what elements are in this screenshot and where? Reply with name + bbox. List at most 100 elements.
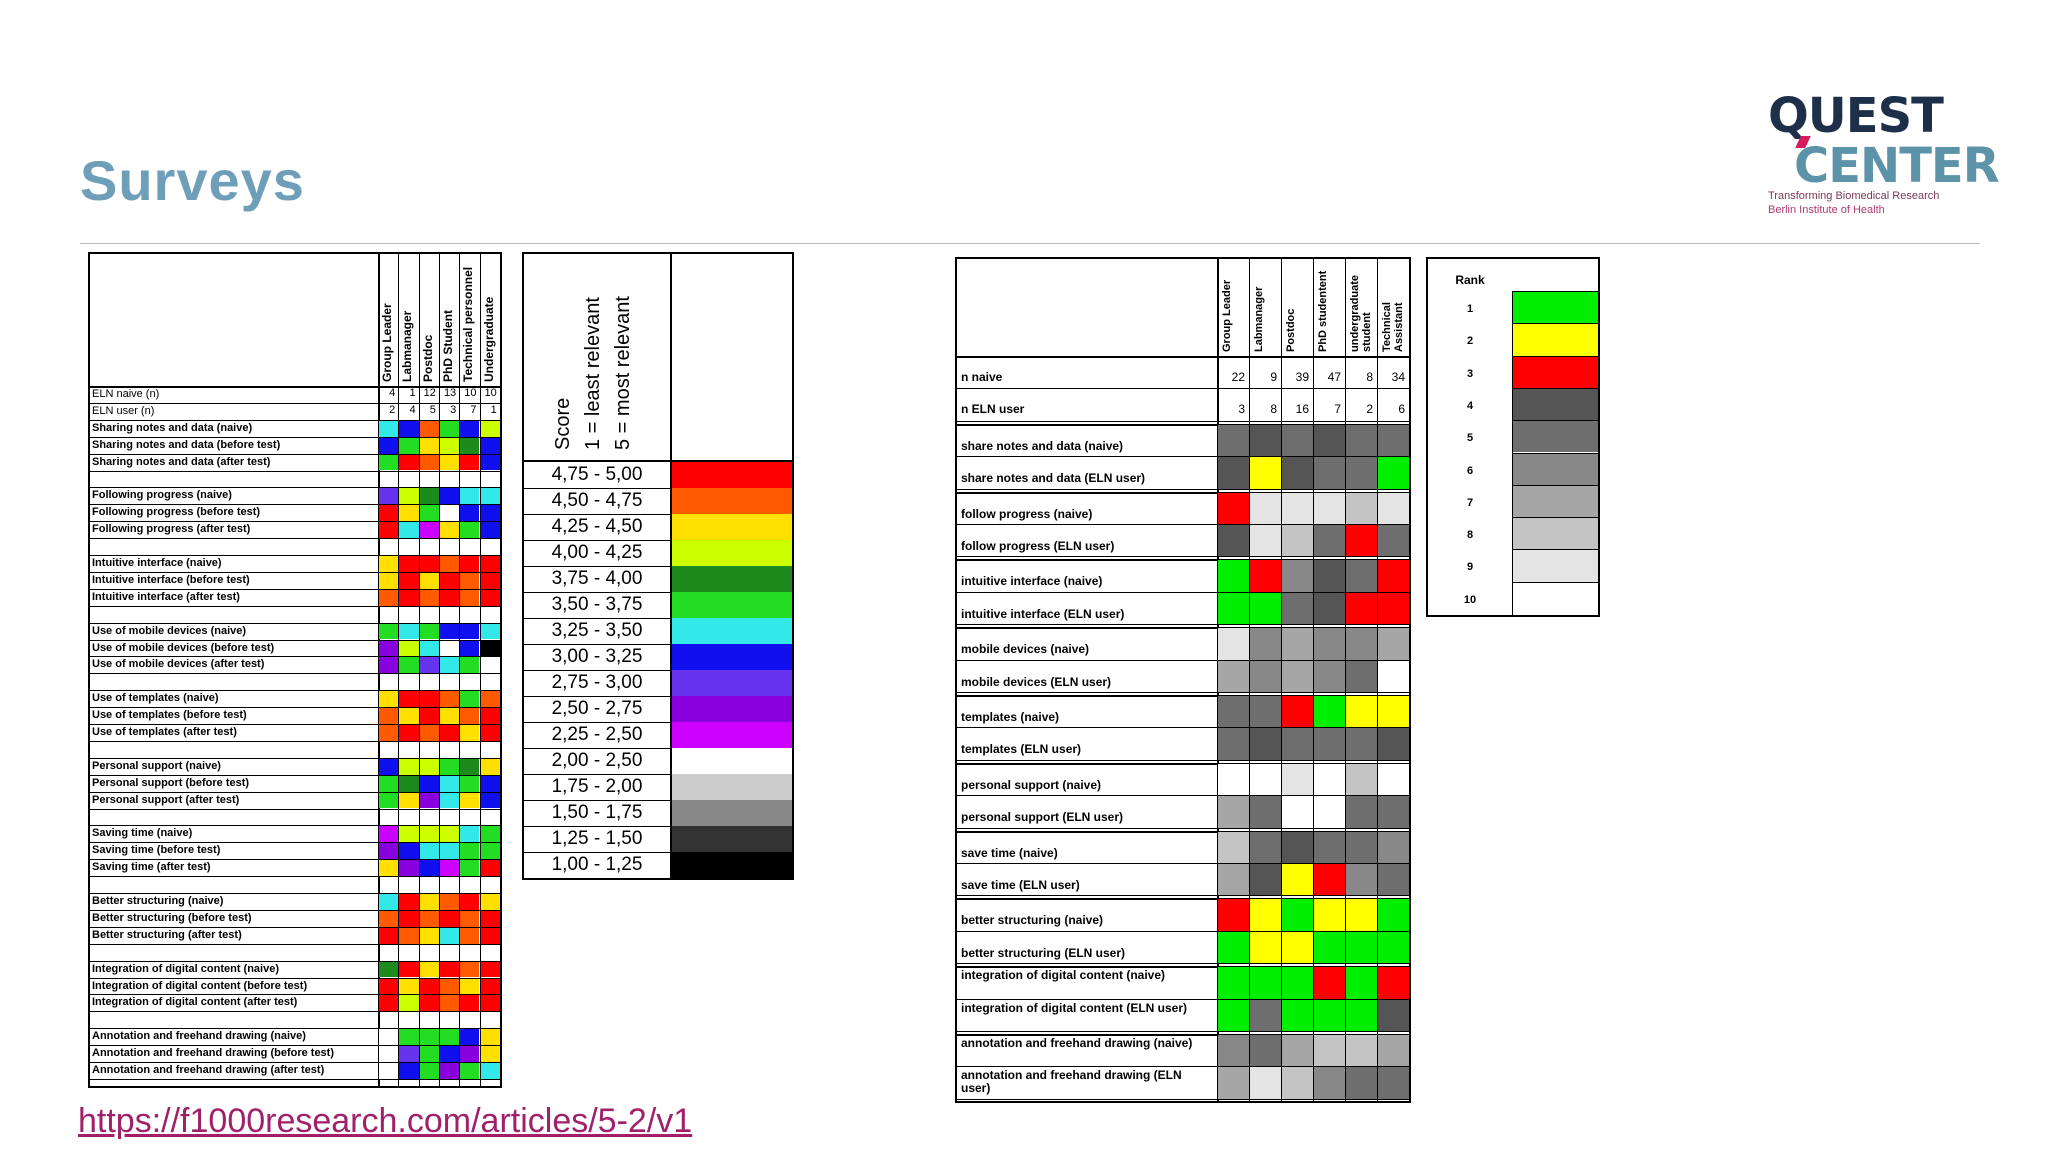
row-divider <box>90 402 500 404</box>
row-divider <box>90 521 500 523</box>
rank-cell <box>1378 424 1409 457</box>
rank-cell <box>1282 763 1313 796</box>
score-cell <box>399 775 419 792</box>
count-cell: 10 <box>484 387 497 399</box>
row-label: Integration of digital content (naive) <box>92 962 279 975</box>
score-cell <box>399 826 419 843</box>
group-divider <box>957 559 1409 562</box>
score-legend: Score 1 = least relevant 5 = most relevant… <box>522 252 794 880</box>
count-cell: 22 <box>1231 370 1245 384</box>
column-divider <box>1377 259 1378 1101</box>
rank-cell <box>1378 931 1409 964</box>
score-cell <box>399 640 419 657</box>
row-divider <box>90 808 500 810</box>
score-cell <box>379 758 399 775</box>
legend-range: 3,00 - 3,25 <box>551 646 643 667</box>
score-cell <box>439 1029 460 1046</box>
rank-swatch <box>1513 484 1598 518</box>
rank-label: 6 <box>1466 464 1474 477</box>
score-cell <box>480 978 500 995</box>
row-label: intuitive interface (ELN user) <box>961 606 1125 621</box>
score-cell <box>379 556 399 572</box>
score-cell <box>480 843 500 860</box>
legend-row-divider <box>524 774 670 775</box>
rank-cell <box>1314 560 1345 592</box>
legend-swatch <box>672 852 792 878</box>
rank-cell <box>1314 899 1345 931</box>
row-divider <box>957 895 1409 897</box>
rank-cell <box>1346 628 1377 660</box>
row-divider <box>957 388 1409 390</box>
count-cell: 34 <box>1391 370 1405 384</box>
rank-cell <box>1378 864 1409 896</box>
rank-cell <box>1346 999 1377 1031</box>
row-label: Sharing notes and data (naive) <box>92 421 253 434</box>
row-divider <box>90 707 500 709</box>
score-cell <box>379 961 399 978</box>
score-cell <box>399 894 419 910</box>
rank-cell <box>1282 1067 1313 1099</box>
row-label: Saving time (after test) <box>92 861 211 874</box>
rank-cell <box>1314 1035 1345 1067</box>
rank-cell <box>1218 424 1249 457</box>
legend-swatch <box>672 514 792 540</box>
legend-swatch <box>672 826 792 852</box>
row-divider <box>957 930 1409 932</box>
row-label: Use of mobile devices (naive) <box>92 624 247 637</box>
rank-label: 1 <box>1466 303 1474 315</box>
row-divider <box>957 759 1409 761</box>
group-divider <box>957 423 1409 426</box>
legend-range: 4,75 - 5,00 <box>551 464 643 485</box>
rank-cell <box>1218 864 1249 896</box>
page-title: Surveys <box>80 149 305 212</box>
legend-row-divider <box>524 696 670 697</box>
count-cell: 2 <box>389 403 396 416</box>
score-cell <box>439 572 460 589</box>
score-cell <box>399 708 419 724</box>
rank-cell <box>1378 628 1409 660</box>
row-label: better structuring (ELN user) <box>961 945 1126 960</box>
legend-range: 1,00 - 1,25 <box>551 854 643 875</box>
source-link[interactable]: https://f1000research.com/articles/5-2/v… <box>78 1102 693 1140</box>
score-cell <box>439 437 460 454</box>
row-divider <box>90 1078 500 1080</box>
rank-cell <box>1282 728 1313 760</box>
score-cell <box>439 522 460 539</box>
group-divider <box>90 960 500 962</box>
count-cell: 13 <box>443 387 457 399</box>
ranking-table: Group Leader Labmanager Postdoc PhD student… <box>955 257 1411 1103</box>
rank-swatch <box>1513 387 1598 421</box>
group-divider <box>957 762 1409 765</box>
count-cell: 10 <box>464 387 477 399</box>
row-label: Better structuring (before test) <box>92 911 252 924</box>
score-cell <box>419 894 439 910</box>
row-label: integration of digital content (ELN user… <box>961 1000 1187 1015</box>
rank-cell <box>1378 592 1409 625</box>
score-cell <box>460 640 480 657</box>
group-divider <box>90 1028 500 1030</box>
rank-swatch <box>1513 549 1598 582</box>
count-cell: 16 <box>1295 402 1309 417</box>
row-label: Use of templates (after test) <box>92 726 237 738</box>
score-cell <box>399 623 419 640</box>
rank-cell <box>1378 763 1409 796</box>
row-label: Sharing notes and data (before test) <box>92 438 281 451</box>
column-divider <box>418 254 420 1086</box>
row-label: mobile devices (naive) <box>961 642 1090 657</box>
row-label: Intuitive interface (naive) <box>92 557 222 569</box>
score-cell <box>379 454 399 471</box>
legend-swatch <box>672 774 792 800</box>
rank-cell <box>1346 967 1377 999</box>
column-divider <box>459 254 461 1086</box>
row-divider <box>90 656 500 658</box>
score-cell <box>379 691 399 708</box>
row-label: Following progress (before test) <box>92 506 261 519</box>
rank-cell <box>1282 628 1313 660</box>
column-header: Labmanager <box>400 310 415 382</box>
rank-cell <box>1218 1067 1249 1099</box>
rank-cell <box>1218 1035 1249 1067</box>
rank-cell <box>1346 1067 1377 1099</box>
legend-header: Score <box>552 397 574 450</box>
legend-swatch <box>672 800 792 826</box>
count-row-label: ELN naive (n) <box>92 388 160 400</box>
